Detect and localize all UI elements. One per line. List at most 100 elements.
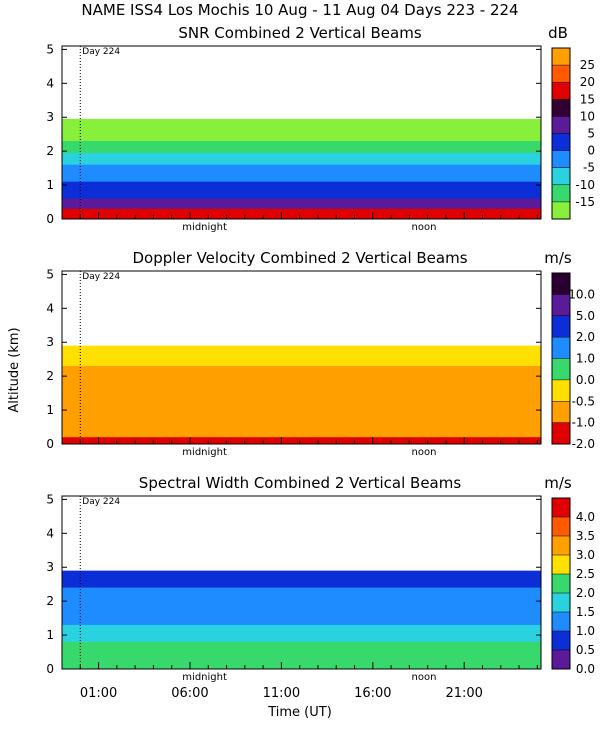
day-marker-label: Day 224: [82, 47, 120, 57]
y-tick-label: 0: [46, 662, 54, 676]
colorbar-label: 5.0: [576, 309, 595, 323]
colorbar-segment: [552, 555, 570, 575]
profile-band: [62, 641, 541, 669]
y-tick-label: 4: [46, 76, 54, 90]
profile-band: [62, 437, 541, 444]
y-tick-label: 5: [46, 267, 54, 281]
colorbar-label: -1.0: [572, 416, 595, 430]
plot-frame: [61, 45, 542, 220]
colorbar-label: 0.0: [576, 373, 595, 387]
x-tick-label: 06:00: [171, 686, 208, 701]
y-tick-label: 0: [46, 437, 54, 451]
x-tick-label: 16:00: [354, 686, 391, 701]
y-tick-label: 4: [46, 526, 54, 540]
time-annotation: noon: [412, 447, 437, 458]
plot-frame: [61, 270, 542, 445]
plot-frame: [61, 495, 542, 670]
y-tick-label: 3: [46, 560, 54, 574]
y-tick-label: 0: [46, 212, 54, 226]
colorbar-label: -10: [575, 178, 595, 192]
x-tick-labels: 01:00 06:00 11:00 16:00 21:00: [80, 686, 483, 701]
x-tick-label: 11:00: [263, 686, 300, 701]
colorbar-segment: [552, 422, 570, 445]
y-tick-label: 1: [46, 178, 54, 192]
y-tick-label: 3: [46, 110, 54, 124]
colorbar-label: 2.0: [576, 330, 595, 344]
plot-area: Day 224 0 1 2 3 4 5 midnight noon: [46, 492, 542, 683]
colorbar-label: 0.0: [576, 662, 595, 676]
panel-title: Doppler Velocity Combined 2 Vertical Bea…: [132, 249, 467, 267]
colorbar-segment: [552, 337, 570, 359]
colorbar-segment: [552, 99, 570, 117]
y-tick-label: 5: [46, 42, 54, 56]
time-annotation: midnight: [182, 447, 227, 458]
colorbar-label: 3.0: [576, 548, 595, 562]
colorbar-label: -2.0: [572, 437, 595, 451]
y-tick-label: 2: [46, 594, 54, 608]
panel-units: m/s: [544, 249, 572, 267]
colorbar-label: 15: [580, 92, 595, 106]
colorbar-segment: [552, 315, 570, 338]
colorbar-segment: [552, 48, 570, 66]
colorbar-label: -0.5: [572, 394, 595, 408]
colorbar-label: 10: [580, 109, 595, 123]
colorbar-segment: [552, 82, 570, 100]
colorbar-segment: [552, 612, 570, 632]
colorbar-segment: [552, 379, 570, 402]
panel-spectral-width: Spectral Width Combined 2 Vertical Beams…: [46, 474, 595, 683]
panel-units: m/s: [544, 474, 572, 492]
colorbar-segment: [552, 116, 570, 134]
profile-band: [62, 365, 541, 444]
plot-area: Day 224 0 1 2 3 4 5 midnight noon: [46, 267, 542, 458]
plot-area: Day 224 0 1 2 3 4 5 midnight noon: [46, 42, 542, 233]
colorbar-segment: [552, 133, 570, 152]
x-tick-label: 01:00: [80, 686, 117, 701]
y-tick-label: 3: [46, 335, 54, 349]
colorbar-segment: [552, 150, 570, 169]
colorbar-label: 1.0: [576, 352, 595, 366]
colorbar: 25 20 15 10 5 0 -5 -10 -15: [551, 47, 595, 220]
y-tick-label: 2: [46, 369, 54, 383]
colorbar-segment: [552, 517, 570, 537]
colorbar-label: 1.0: [576, 624, 595, 638]
colorbar-segment: [552, 593, 570, 613]
panel-title: Spectral Width Combined 2 Vertical Beams: [139, 474, 462, 492]
time-annotation: noon: [412, 672, 437, 683]
time-annotation: midnight: [182, 672, 227, 683]
colorbar-segment: [552, 536, 570, 556]
colorbar-label: 2.0: [576, 586, 595, 600]
colorbar-segment: [552, 574, 570, 594]
panel-units: dB: [548, 24, 568, 42]
colorbar-label: 25: [580, 58, 595, 72]
panel-title: SNR Combined 2 Vertical Beams: [178, 24, 421, 42]
colorbar-segment: [552, 631, 570, 651]
colorbar-segment: [552, 358, 570, 381]
colorbar-segment: [552, 65, 570, 83]
colorbar-segment: [552, 201, 570, 220]
colorbar: 4.0 3.5 3.0 2.5 2.0 1.5 1.0 0.5 0.0: [551, 497, 595, 676]
colorbar: 10.0 5.0 2.0 1.0 0.0 -0.5 -1.0 -2.0: [551, 272, 595, 451]
y-tick-label: 1: [46, 628, 54, 642]
x-axis-label: Time (UT): [267, 705, 332, 720]
colorbar-label: 2.5: [576, 567, 595, 581]
y-axis-label: Altitude (km): [7, 327, 22, 412]
colorbar-label: 20: [580, 75, 595, 89]
colorbar-label: -5: [583, 161, 595, 175]
profile-band: [62, 208, 541, 219]
y-tick-label: 1: [46, 403, 54, 417]
y-tick-label: 5: [46, 492, 54, 506]
colorbar-label: 3.5: [576, 529, 595, 543]
x-tick-label: 21:00: [445, 686, 482, 701]
colorbar-segment: [552, 294, 570, 317]
time-annotation: midnight: [182, 222, 227, 233]
day-marker-label: Day 224: [82, 272, 120, 282]
main-title: NAME ISS4 Los Mochis 10 Aug - 11 Aug 04 …: [81, 1, 518, 19]
panel-doppler: Doppler Velocity Combined 2 Vertical Bea…: [46, 249, 595, 458]
colorbar-segment: [552, 401, 570, 424]
panel-snr: SNR Combined 2 Vertical Beams dB Day 224…: [46, 24, 595, 233]
time-annotation: noon: [412, 222, 437, 233]
colorbar-segment: [552, 167, 570, 186]
colorbar-segment: [552, 498, 570, 518]
colorbar-label: -15: [575, 195, 595, 209]
